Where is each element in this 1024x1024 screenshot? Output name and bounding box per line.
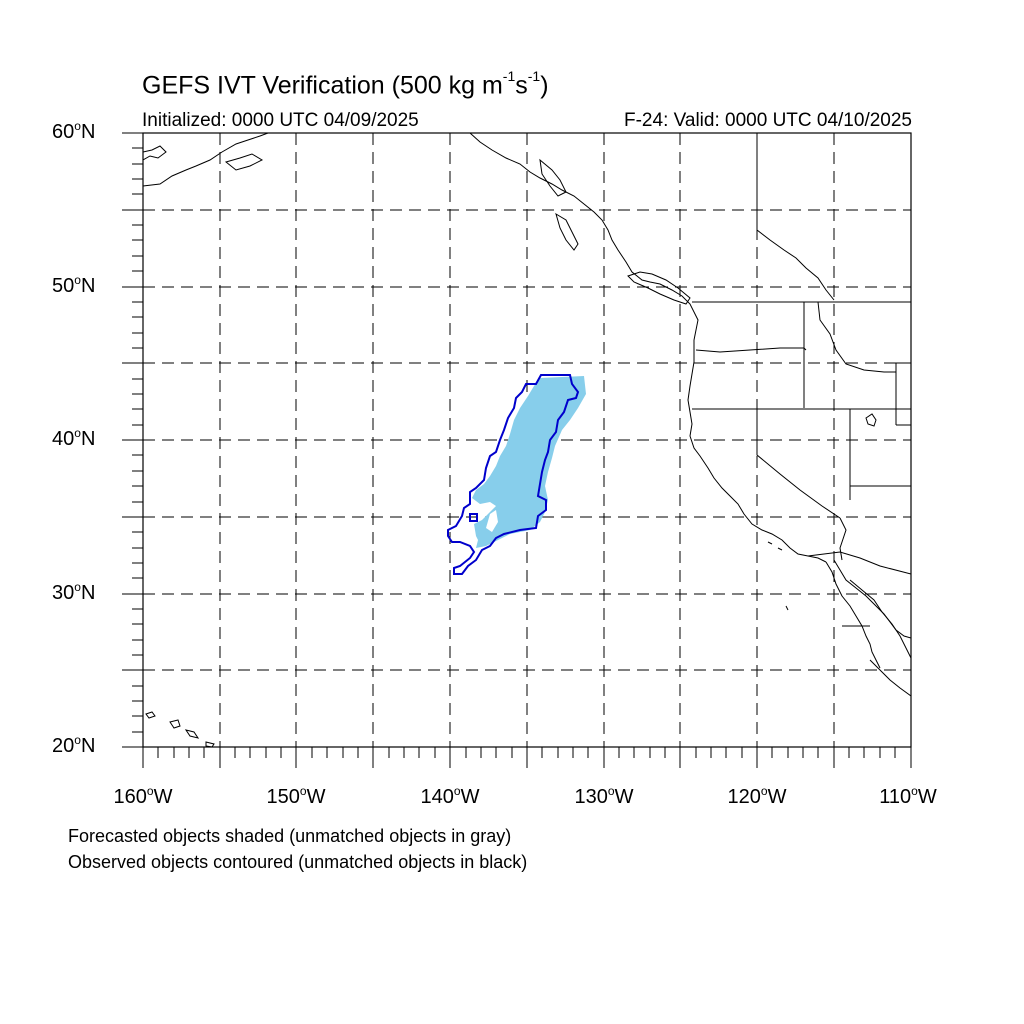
lon-label-160w: 160oW	[113, 784, 173, 808]
coastlines	[143, 133, 911, 747]
caption-forecast: Forecasted objects shaded (unmatched obj…	[68, 826, 512, 846]
observed-contour	[447, 374, 580, 575]
initialized-time: Initialized: 0000 UTC 04/09/2025	[142, 110, 419, 131]
lat-ticks	[122, 132, 143, 748]
lat-label-20: 20oN	[52, 733, 96, 757]
lon-label-140w: 140oW	[420, 784, 480, 808]
lon-label-120w: 120oW	[727, 784, 787, 808]
lat-label-60: 60oN	[52, 119, 96, 143]
lat-label-30: 30oN	[52, 580, 96, 604]
caption-observed: Observed objects contoured (unmatched ob…	[68, 852, 528, 872]
lat-label-40: 40oN	[52, 426, 96, 450]
lon-label-110w: 110oW	[879, 784, 937, 808]
forecast-object	[472, 376, 586, 548]
lon-ticks	[142, 747, 912, 768]
lat-label-50: 50oN	[52, 273, 96, 297]
lon-label-130w: 130oW	[574, 784, 634, 808]
valid-time: F-24: Valid: 0000 UTC 04/10/2025	[624, 110, 912, 131]
figure-title: GEFS IVT Verification (500 kg m-1s-1)	[142, 68, 549, 100]
lon-label-150w: 150oW	[266, 784, 326, 808]
political-boundaries	[692, 133, 911, 627]
